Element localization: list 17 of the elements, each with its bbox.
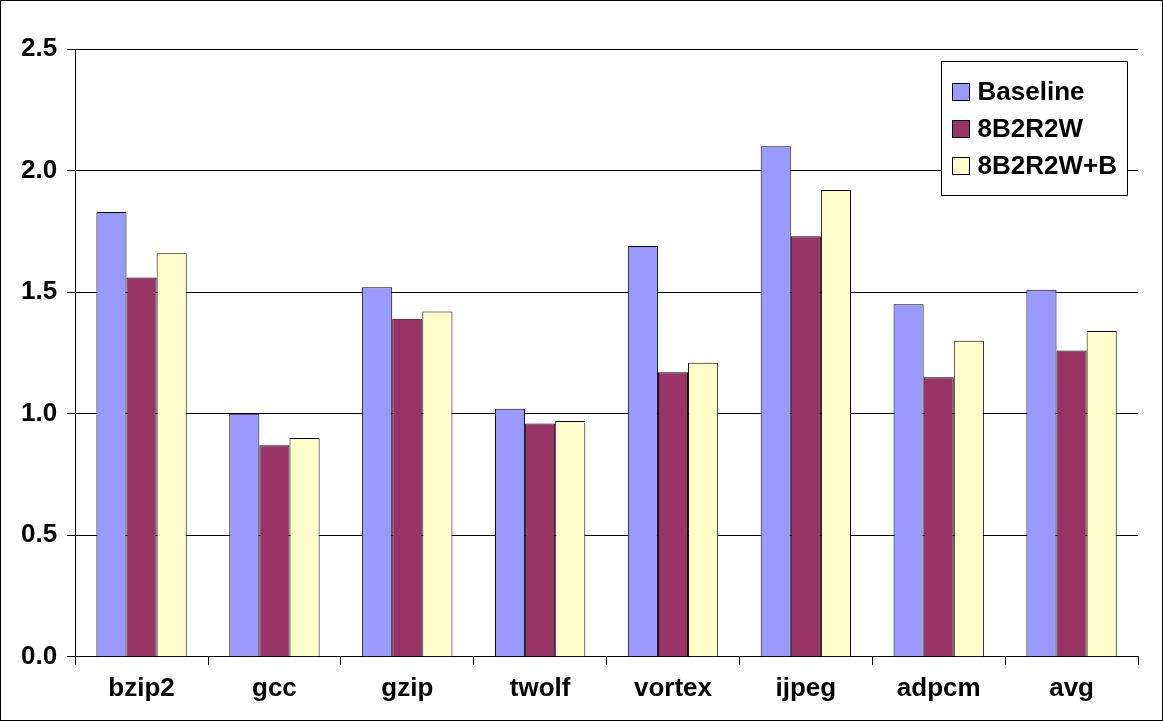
y-tick-label: 1.0 [20, 396, 58, 427]
x-tick-label: gcc [252, 671, 297, 702]
x-tick-label: adpcm [896, 671, 981, 702]
x-tick-label: bzip2 [108, 671, 175, 702]
y-tick-label: 1.5 [20, 275, 58, 306]
legend-label: 8B2R2W+B [977, 150, 1117, 181]
legend-label: Baseline [977, 76, 1085, 107]
x-tick-label: avg [1049, 671, 1094, 702]
y-tick-label: 0.5 [20, 518, 58, 549]
y-tick-label: 0.0 [20, 639, 58, 670]
y-tick-label: 2.0 [20, 153, 58, 184]
legend-label: 8B2R2W [977, 113, 1084, 144]
x-tick-label: ijpeg [775, 671, 837, 702]
y-tick-label: 2.5 [20, 32, 58, 63]
x-tick-label: twolf [509, 671, 571, 702]
x-tick-label: gzip [381, 671, 434, 702]
x-tick-label: vortex [633, 671, 713, 702]
